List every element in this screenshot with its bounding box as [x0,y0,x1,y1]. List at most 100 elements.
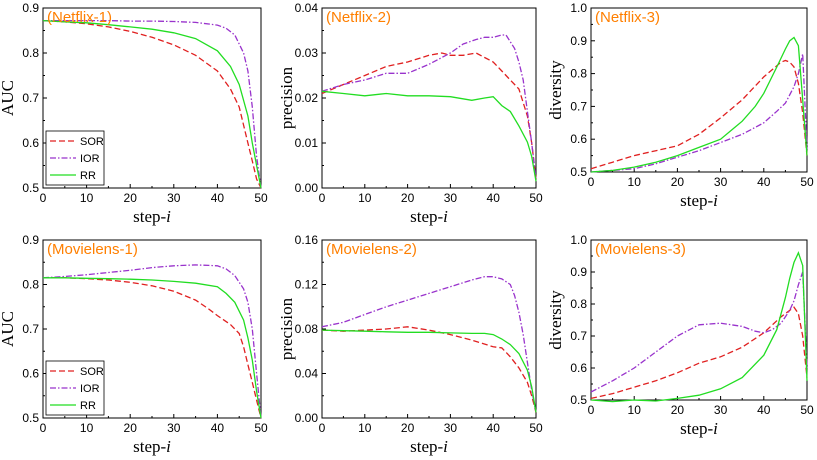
y-tick-label: 0.5 [570,165,587,179]
legend: SOR IOR RR [45,360,105,416]
y-tick-label: 0.04 [295,367,319,381]
y-axis-title: AUC [0,311,17,347]
x-axis-title: step-i [133,437,171,456]
y-tick-label: 0.6 [22,136,39,150]
x-tick-label: 20 [401,191,415,205]
x-tick-label: 0 [588,175,595,189]
x-tick-label: 40 [211,191,225,205]
y-tick-label: 0.5 [22,411,39,425]
x-tick-label: 50 [254,191,268,205]
x-tick-label: 50 [529,421,543,435]
y-tick-label: 0.9 [22,1,39,15]
x-tick-label: 0 [40,191,47,205]
x-axis-title-italic: i [713,191,718,210]
y-tick-label: 0.5 [570,393,587,407]
x-tick-label: 50 [800,175,814,189]
series-line-sor [42,19,262,189]
y-axis-title: diversity [546,60,565,120]
x-tick-label: 20 [401,421,415,435]
panel-title: (Netflix-3) [595,9,660,26]
y-tick-label: 0.7 [22,91,39,105]
y-tick-label: 0.00 [295,411,319,425]
x-tick-label: 30 [444,421,458,435]
x-tick-label: 20 [124,421,138,435]
axes-frame [590,239,808,401]
legend-label: SOR [80,366,104,378]
x-tick-label: 20 [671,175,685,189]
series-line-sor [590,306,808,400]
x-tick-label: 30 [444,191,458,205]
panel-title: (Movielens-1) [47,241,138,258]
y-tick-label: 0.8 [570,67,587,81]
y-tick-label: 0.02 [295,91,319,105]
x-tick-label: 40 [757,175,771,189]
y-tick-label: 0.00 [295,181,319,195]
series-line-rr [42,19,262,189]
y-tick-label: 1.0 [570,1,587,15]
y-axis-title: precision [277,66,296,129]
panel-1: 0 10 20 30 40 50 0.5 0.6 0.7 0.8 0.9 step-i AUC (Netf… [0,1,268,226]
x-axis-title: step-i [410,437,448,456]
panel-title: (Netflix-2) [326,9,391,26]
legend-label: SOR [80,136,104,148]
panel-6: 0 10 20 30 40 50 0.5 0.6 0.7 0.8 0.9 1.0 step-i diver… [546,233,814,438]
x-tick-label: 40 [211,421,225,435]
y-tick-label: 0.12 [295,278,319,292]
series-line-ior [321,34,537,180]
y-tick-label: 0.6 [570,132,587,146]
legend: SOR IOR RR [45,130,105,186]
series-line-sor [43,277,262,419]
y-axis-title: precision [277,297,296,360]
y-tick-label: 0.8 [570,297,587,311]
y-tick-label: 0.16 [295,233,319,247]
series-line-rr [590,36,808,173]
series-line-ior [590,53,808,173]
y-axis-title: AUC [0,80,17,116]
y-tick-label: 0.7 [570,99,587,113]
x-tick-label: 10 [80,191,94,205]
x-tick-label: 0 [40,421,47,435]
y-tick-label: 0.9 [570,265,587,279]
y-tick-label: 0.6 [570,361,587,375]
x-tick-label: 0 [319,191,326,205]
legend-label: RR [80,170,96,182]
x-axis-title: step-i [410,207,448,226]
x-axis-title-italic: i [443,437,448,456]
y-tick-label: 1.0 [570,233,587,247]
x-tick-label: 40 [487,421,501,435]
panel-title: (Movielens-2) [326,241,417,258]
x-axis-title-italic: i [166,437,171,456]
x-tick-label: 30 [167,191,181,205]
x-tick-label: 10 [628,175,642,189]
series-line-rr [43,277,262,419]
x-tick-label: 10 [628,403,642,417]
series-line-rr [590,251,808,403]
x-axis-title-italic: i [166,207,171,226]
x-axis-title-italic: i [713,419,718,438]
x-tick-label: 30 [714,403,728,417]
x-tick-label: 50 [800,403,814,417]
x-axis-title: step-i [680,419,718,438]
x-tick-label: 0 [319,421,326,435]
y-tick-label: 0.8 [22,46,39,60]
panel-2: 0 10 20 30 40 50 0.00 0.01 0.02 0.03 0.04 step-i pre… [277,1,543,226]
axes-frame [321,239,537,419]
x-tick-label: 50 [529,191,543,205]
x-tick-label: 30 [714,175,728,189]
panel-title: (Movielens-3) [595,241,686,258]
series-line-sor [321,52,537,180]
series-line-sor [590,59,808,170]
series-line-rr [321,90,537,182]
y-tick-label: 0.08 [295,322,319,336]
legend-label: RR [80,400,96,412]
y-tick-label: 0.8 [22,278,39,292]
x-tick-label: 10 [80,421,94,435]
x-axis-title-italic: i [443,207,448,226]
y-tick-label: 0.03 [295,46,319,60]
y-tick-label: 0.7 [570,329,587,343]
panel-3: 0 10 20 30 40 50 0.5 0.6 0.7 0.8 0.9 1.0 step-i diver… [546,1,814,210]
y-tick-label: 0.5 [22,181,39,195]
y-tick-label: 0.9 [570,34,587,48]
legend-label: IOR [80,153,100,165]
